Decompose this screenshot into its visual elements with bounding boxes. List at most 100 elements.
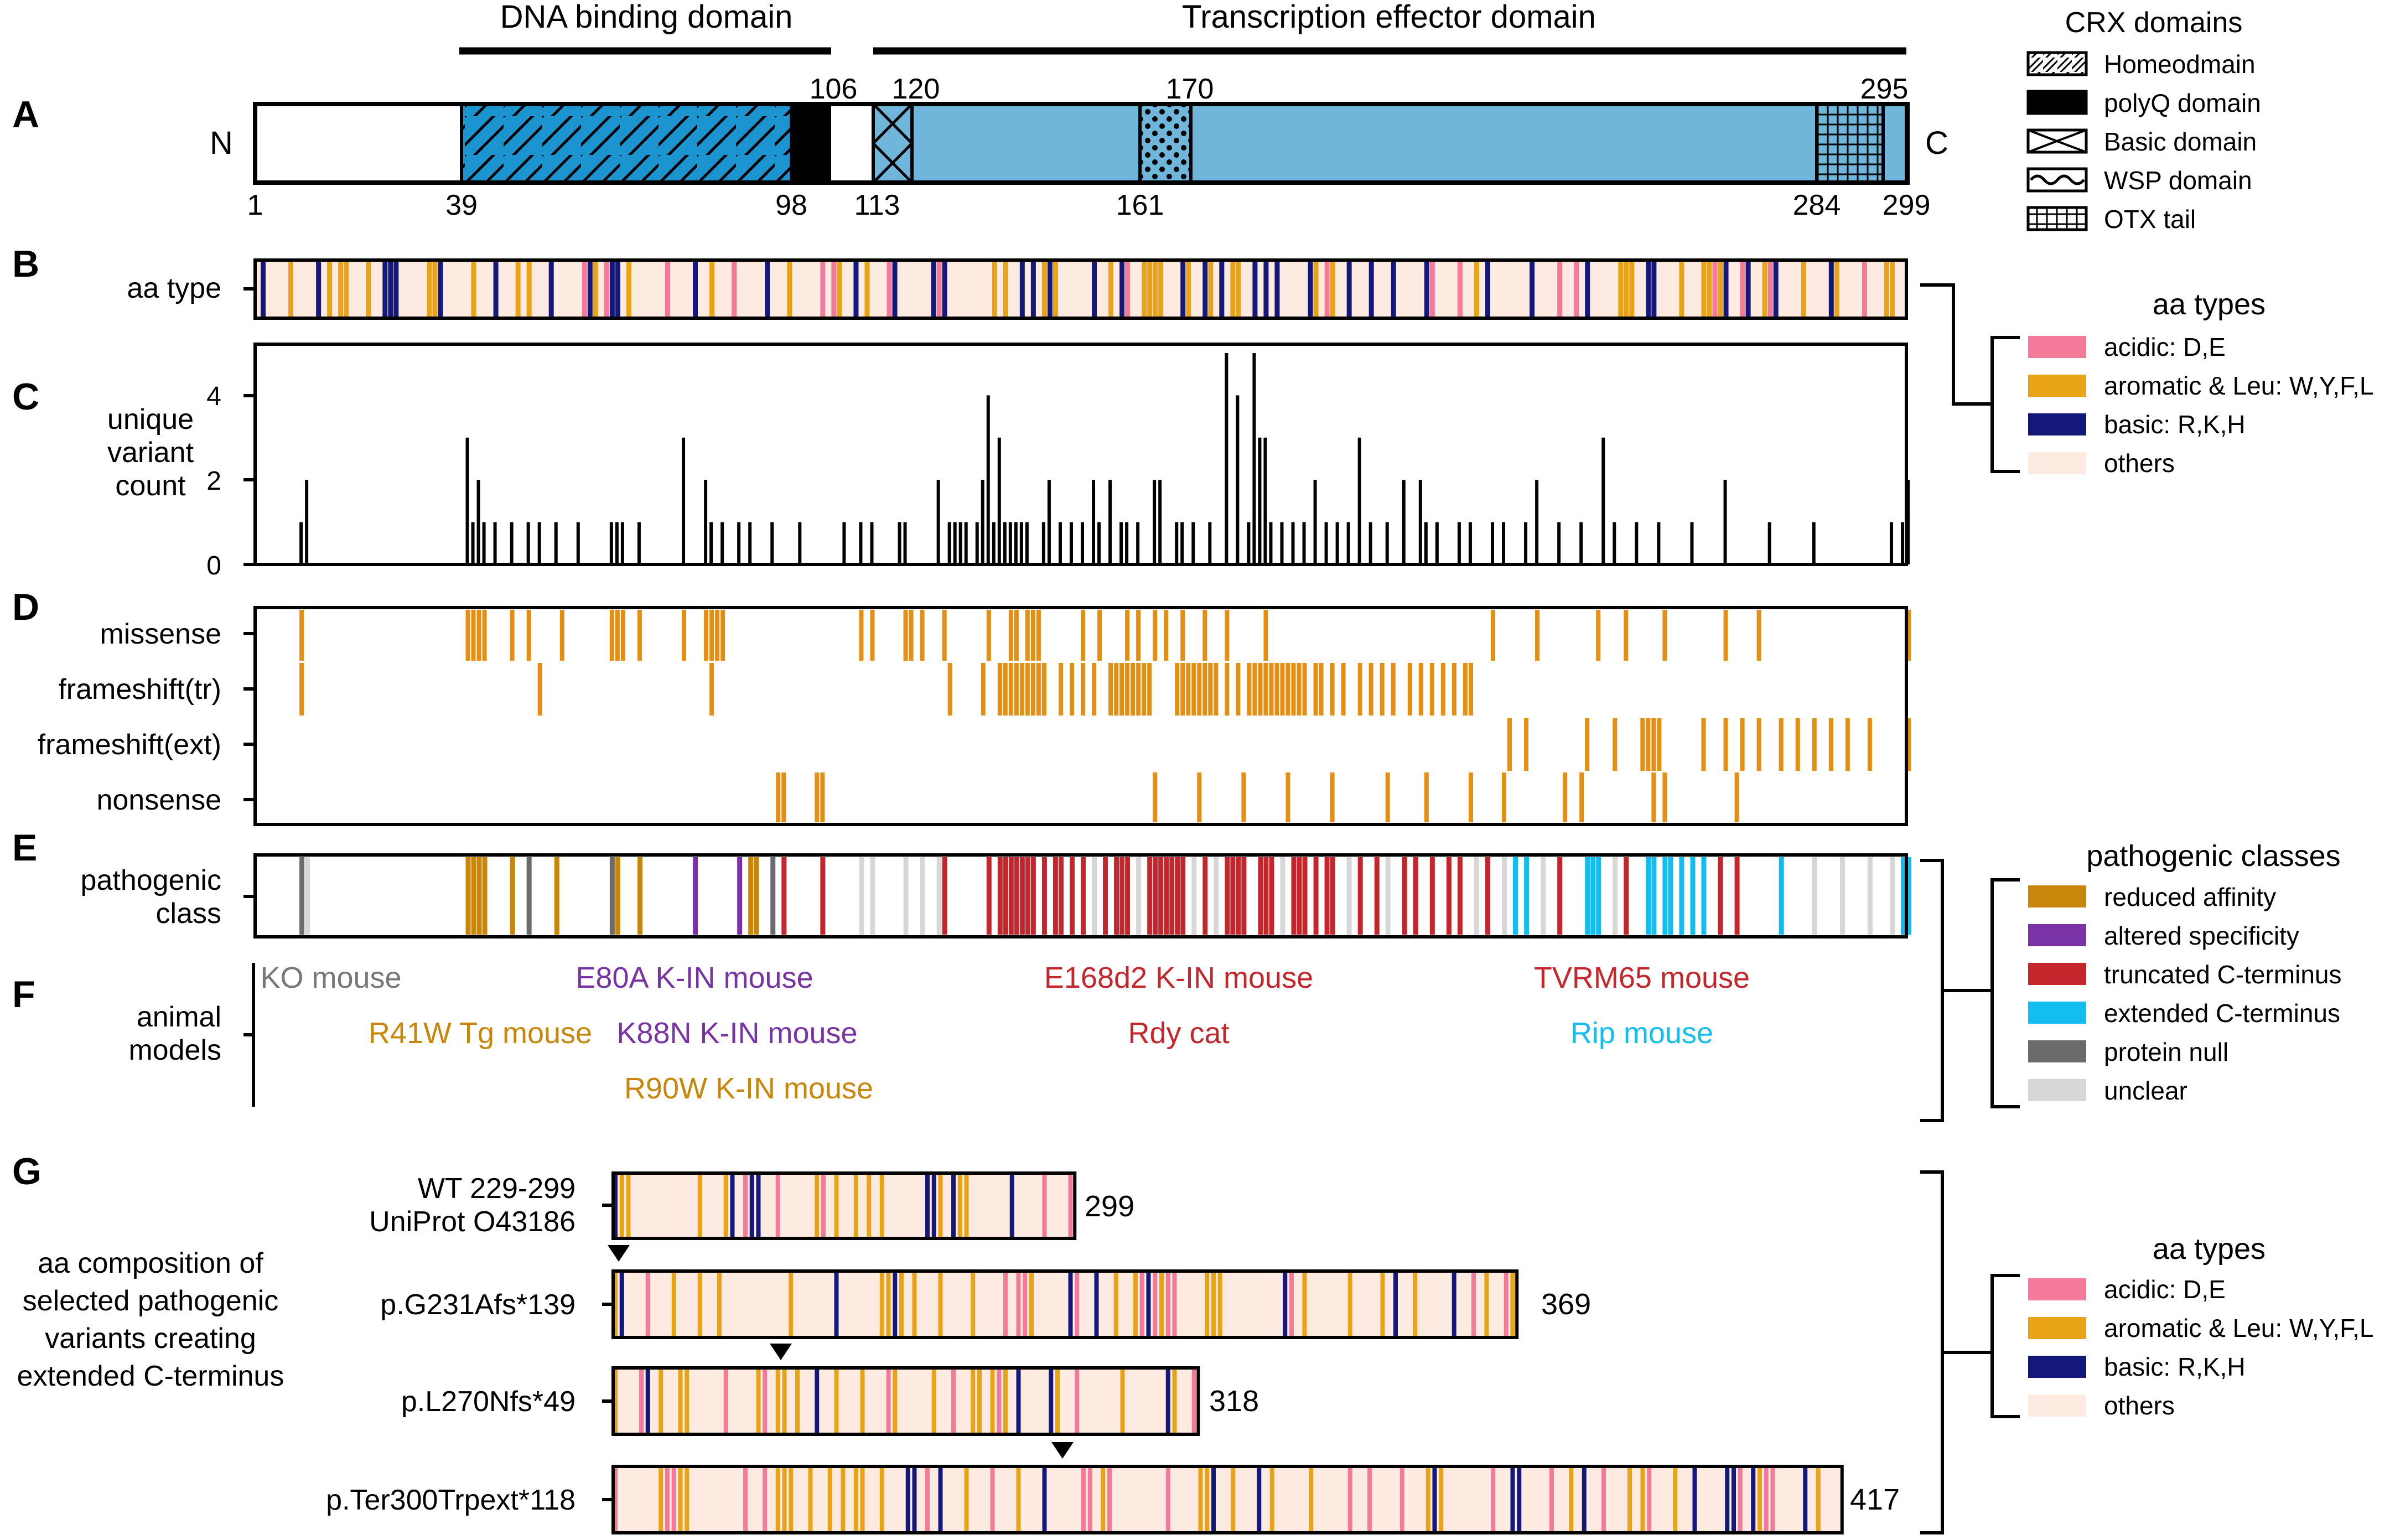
aa-mark (1889, 260, 1895, 318)
composition-mark (1510, 1271, 1515, 1337)
variant-mark (1613, 718, 1618, 771)
variant-mark (1119, 663, 1124, 715)
variant-mark (1502, 772, 1507, 822)
variant-mark (1164, 610, 1169, 661)
variant-mark (1058, 663, 1063, 715)
variant-mark (1651, 718, 1656, 771)
composition-mark (1725, 1466, 1730, 1533)
strip-frame (611, 1269, 1519, 1339)
variant-mark (1285, 663, 1290, 715)
model-k88n-kin-mouse: K88N K-IN mouse (616, 1017, 857, 1050)
variant-mark (1025, 610, 1030, 661)
panel-c-frame (253, 343, 1908, 566)
variant-wt-label-1: WT 229-299 (418, 1173, 576, 1205)
composition-mark (1601, 1466, 1606, 1533)
class-mark (1651, 857, 1657, 935)
class-legend: pathogenic classes reduced affinity alte… (1920, 839, 2342, 1122)
composition-mark (1068, 1173, 1073, 1238)
variant-mark (1319, 663, 1324, 715)
variant-mark (1563, 772, 1568, 822)
class-mark (1446, 857, 1451, 935)
composition-mark (1205, 1271, 1210, 1337)
composition-mark (1517, 1466, 1522, 1533)
class-mark (1429, 857, 1435, 935)
pos-295: 295 (1860, 73, 1909, 105)
variant-mark (1906, 610, 1911, 661)
aa-mark (1053, 260, 1058, 318)
panel-letter-c: C (12, 376, 39, 418)
composition-mark (1016, 1368, 1021, 1434)
class-mark (1008, 857, 1014, 935)
count-bar (1236, 395, 1240, 564)
variant-mark (1440, 663, 1445, 715)
domain-legend: CRX domains Homeodmain polyQ domain Basi… (2026, 7, 2261, 234)
composition-mark (1113, 1271, 1118, 1337)
panel-f-label-1: animal (137, 1001, 221, 1033)
count-bar (997, 437, 1001, 564)
variant-mark (1008, 610, 1013, 661)
composition-mark (860, 1368, 865, 1434)
class-mark (1191, 857, 1197, 935)
composition-mark (1764, 1466, 1769, 1533)
count-bar (1613, 522, 1616, 564)
variant-mark (997, 663, 1002, 715)
composition-mark (1347, 1466, 1352, 1533)
composition-mark (1029, 1271, 1034, 1337)
aa-mark (515, 260, 521, 318)
panel-e-label-2: class (156, 898, 221, 930)
class-legend-extended-label: extended C-terminus (2104, 999, 2340, 1028)
aa-mark (1646, 260, 1651, 318)
variant-composition-strips (611, 1171, 1844, 1534)
count-bars (299, 353, 1910, 564)
pos-120: 120 (892, 73, 940, 105)
class-mark (942, 857, 947, 935)
count-bar (975, 522, 979, 564)
aa-mark (1147, 260, 1153, 318)
count-bar (737, 522, 741, 564)
variant-mark (1701, 718, 1706, 771)
panel-letter-d: D (12, 586, 39, 628)
variant-mark (682, 610, 687, 661)
composition-mark (1549, 1466, 1554, 1533)
composition-mark (1647, 1466, 1652, 1533)
variant-mark (1019, 663, 1024, 715)
variant-mark (1391, 663, 1396, 715)
composition-mark (730, 1173, 735, 1238)
variant-ter300-label: p.Ter300Trpext*118 (326, 1484, 576, 1516)
variant-mark (1030, 610, 1035, 661)
aa-mark (831, 260, 837, 318)
composition-mark (1075, 1368, 1080, 1434)
aa-type-strip (261, 260, 1895, 318)
variant-mark (704, 610, 709, 661)
class-mark (1147, 857, 1153, 935)
aa-mark (1474, 260, 1479, 318)
count-bar (1579, 522, 1583, 564)
variant-mark (1596, 610, 1601, 661)
composition-mark (1439, 1466, 1444, 1533)
class-mark (1346, 857, 1352, 935)
aa-mark (1030, 260, 1036, 318)
aa-mark (1308, 260, 1313, 318)
composition-mark (775, 1466, 780, 1533)
variant-mark (1651, 772, 1656, 822)
model-rdy-cat: Rdy cat (1128, 1017, 1229, 1050)
count-bar (1535, 480, 1539, 564)
aa-mark (327, 260, 333, 318)
count-bar (1357, 437, 1361, 564)
composition-mark (1738, 1466, 1743, 1533)
aa-legend-top-acidic-label: acidic: D,E (2104, 333, 2226, 361)
row-label-missense: missense (100, 618, 221, 650)
composition-mark (997, 1368, 1002, 1434)
aa-mark (1707, 260, 1712, 318)
count-bar (1208, 522, 1212, 564)
variant-mark (1191, 663, 1196, 715)
variant-mark (1108, 663, 1113, 715)
otx-tail-grid (1817, 104, 1883, 183)
panel-f-label-2: models (128, 1034, 221, 1066)
class-mark (1003, 857, 1008, 935)
variant-mark (903, 610, 908, 661)
aa-mark (427, 260, 432, 318)
class-mark (1485, 857, 1490, 935)
composition-mark (1101, 1466, 1106, 1533)
aa-mark (1828, 260, 1834, 318)
